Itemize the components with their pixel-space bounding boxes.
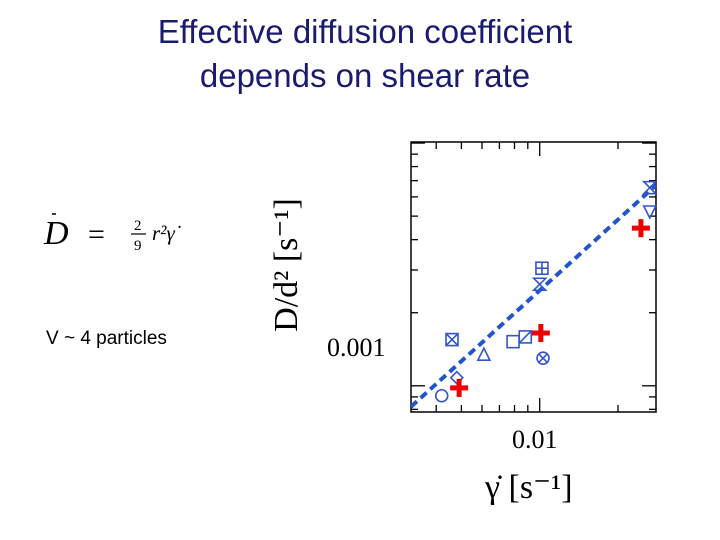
fit-line xyxy=(409,183,658,409)
plot-frame xyxy=(410,141,657,413)
axis-ticks xyxy=(411,142,656,412)
formula: D = 2 9 r²γ̇ xyxy=(43,213,181,254)
slide-title-line2: depends on shear rate xyxy=(199,57,531,94)
slide-title-line1: Effective diffusion coefficient xyxy=(157,13,573,50)
marker-triangle-up xyxy=(476,346,492,361)
y-tick-label: 0.001 xyxy=(327,333,386,362)
x-axis-label: γ̇ [s⁻¹] xyxy=(484,469,573,506)
marker-cross xyxy=(531,324,550,343)
marker-circle xyxy=(434,388,449,403)
formula-numerator: 2 xyxy=(134,218,142,234)
marker-hourglass-triangles xyxy=(641,180,658,195)
marker-circle-x xyxy=(536,351,550,365)
marker-square xyxy=(506,334,520,349)
marker-cross xyxy=(631,219,650,238)
marker-square-slash xyxy=(518,330,533,344)
formula-denominator: 9 xyxy=(134,238,142,254)
marker-cross xyxy=(450,378,469,397)
y-axis-label: D/d² [s⁻¹] xyxy=(268,198,305,332)
svg-text:=: = xyxy=(88,218,105,251)
data-marks xyxy=(434,180,658,403)
x-tick-label: 0.01 xyxy=(512,425,558,454)
marker-triangle-down xyxy=(642,205,658,220)
marker-boxed-x xyxy=(445,332,459,347)
formula-lhs: D xyxy=(43,215,69,252)
particle-note: V ~ 4 particles xyxy=(46,328,167,349)
fit-line-group xyxy=(409,183,658,409)
marker-boxed-plus xyxy=(535,261,549,276)
marker-hourglass-triangles xyxy=(531,277,548,292)
